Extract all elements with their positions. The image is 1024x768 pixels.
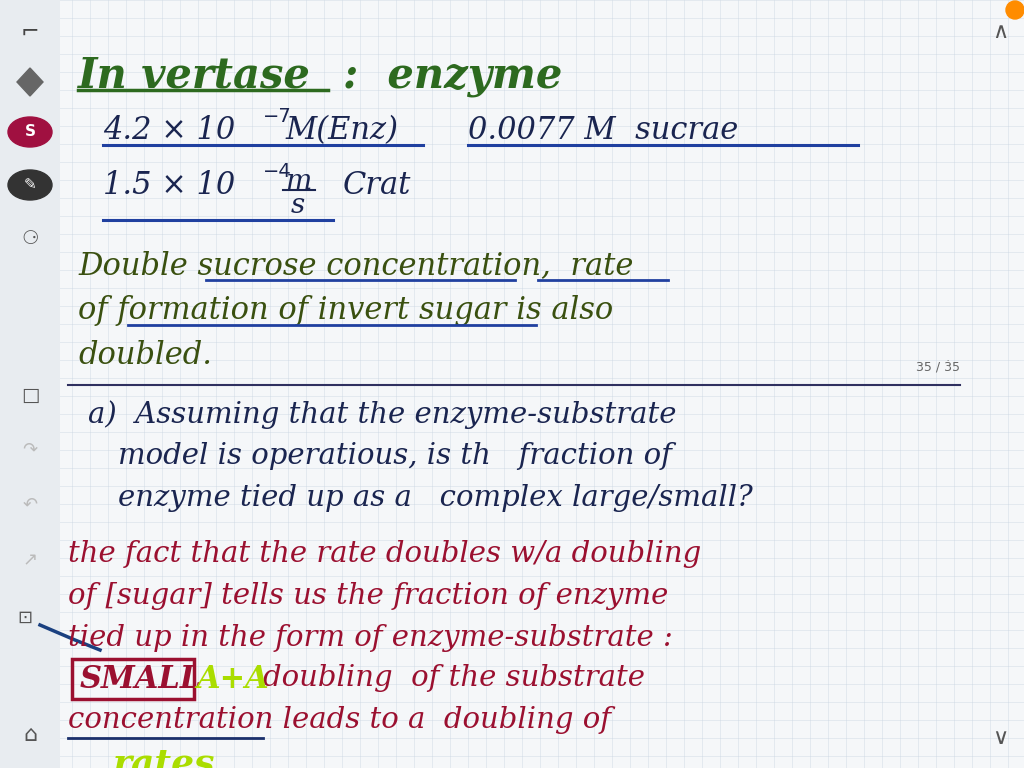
Text: enzyme tied up as a   complex large/small?: enzyme tied up as a complex large/small? [118, 484, 753, 512]
Text: concentration leads to a  doubling of: concentration leads to a doubling of [68, 706, 611, 734]
Text: ✎: ✎ [24, 177, 37, 193]
Ellipse shape [8, 117, 52, 147]
Text: Double sucrose concentration,  rate: Double sucrose concentration, rate [78, 250, 634, 281]
Text: 0.0077 M  sucrae: 0.0077 M sucrae [468, 115, 738, 146]
Text: of formation of invert sugar is also: of formation of invert sugar is also [78, 295, 613, 326]
Text: −4: −4 [263, 162, 292, 181]
Text: ⊡: ⊡ [17, 609, 33, 627]
Text: ↗: ↗ [23, 551, 38, 569]
Text: 4.2 × 10: 4.2 × 10 [103, 115, 236, 146]
Text: tied up in the form of enzyme-substrate :: tied up in the form of enzyme-substrate … [68, 624, 673, 652]
Text: In vertase: In vertase [78, 55, 311, 97]
Text: ∨: ∨ [992, 728, 1008, 748]
Text: SMALL: SMALL [80, 664, 203, 695]
Text: A+A: A+A [196, 664, 268, 695]
Text: ⌂: ⌂ [23, 725, 37, 745]
Text: rates: rates [113, 746, 215, 768]
Text: ↶: ↶ [23, 496, 38, 514]
Ellipse shape [1006, 1, 1024, 19]
Ellipse shape [8, 170, 52, 200]
Polygon shape [17, 68, 43, 96]
Text: of [sugar] tells us the fraction of enzyme: of [sugar] tells us the fraction of enzy… [68, 582, 669, 610]
Text: 35 / 35: 35 / 35 [916, 360, 961, 373]
Text: □: □ [20, 386, 39, 405]
Text: doubling  of the substrate: doubling of the substrate [263, 664, 645, 692]
Text: ⚆: ⚆ [22, 229, 39, 247]
Text: :: : [946, 356, 950, 369]
Text: :  enzyme: : enzyme [343, 55, 562, 97]
Text: m: m [285, 168, 311, 195]
Text: model is operatious, is th   fraction of: model is operatious, is th fraction of [118, 442, 672, 470]
Text: ∧: ∧ [992, 22, 1008, 42]
Text: a)  Assuming that the enzyme-substrate: a) Assuming that the enzyme-substrate [88, 400, 677, 429]
Text: s: s [291, 192, 305, 219]
Text: 1.5 × 10: 1.5 × 10 [103, 170, 236, 201]
Text: −7: −7 [263, 107, 292, 126]
Bar [0, 0, 60, 768]
Text: S: S [25, 124, 36, 140]
Text: Crat: Crat [343, 170, 412, 201]
Text: ↷: ↷ [23, 441, 38, 459]
Text: M(Enz): M(Enz) [285, 115, 398, 146]
Text: the fact that the rate doubles w/a doubling: the fact that the rate doubles w/a doubl… [68, 540, 701, 568]
Text: doubled.: doubled. [78, 340, 212, 371]
Text: ⌐: ⌐ [20, 22, 39, 42]
